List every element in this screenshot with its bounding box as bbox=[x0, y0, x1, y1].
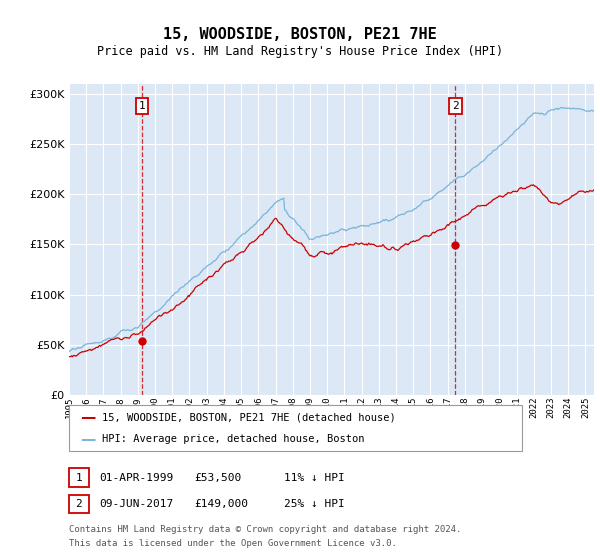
Text: £53,500: £53,500 bbox=[194, 473, 241, 483]
Text: 1: 1 bbox=[76, 473, 82, 483]
Text: 01-APR-1999: 01-APR-1999 bbox=[100, 473, 174, 483]
Text: £149,000: £149,000 bbox=[194, 499, 248, 509]
Text: Contains HM Land Registry data © Crown copyright and database right 2024.: Contains HM Land Registry data © Crown c… bbox=[69, 525, 461, 534]
Text: 2: 2 bbox=[76, 499, 82, 509]
Text: 1: 1 bbox=[139, 101, 146, 111]
Text: 15, WOODSIDE, BOSTON, PE21 7HE (detached house): 15, WOODSIDE, BOSTON, PE21 7HE (detached… bbox=[102, 413, 396, 423]
Text: Price paid vs. HM Land Registry's House Price Index (HPI): Price paid vs. HM Land Registry's House … bbox=[97, 45, 503, 58]
Text: 11% ↓ HPI: 11% ↓ HPI bbox=[284, 473, 344, 483]
Text: 09-JUN-2017: 09-JUN-2017 bbox=[100, 499, 174, 509]
Text: 25% ↓ HPI: 25% ↓ HPI bbox=[284, 499, 344, 509]
Text: —: — bbox=[80, 432, 95, 447]
Text: —: — bbox=[80, 410, 95, 425]
Text: This data is licensed under the Open Government Licence v3.0.: This data is licensed under the Open Gov… bbox=[69, 539, 397, 548]
Text: HPI: Average price, detached house, Boston: HPI: Average price, detached house, Bost… bbox=[102, 435, 365, 444]
Text: 15, WOODSIDE, BOSTON, PE21 7HE: 15, WOODSIDE, BOSTON, PE21 7HE bbox=[163, 27, 437, 42]
Text: 2: 2 bbox=[452, 101, 459, 111]
